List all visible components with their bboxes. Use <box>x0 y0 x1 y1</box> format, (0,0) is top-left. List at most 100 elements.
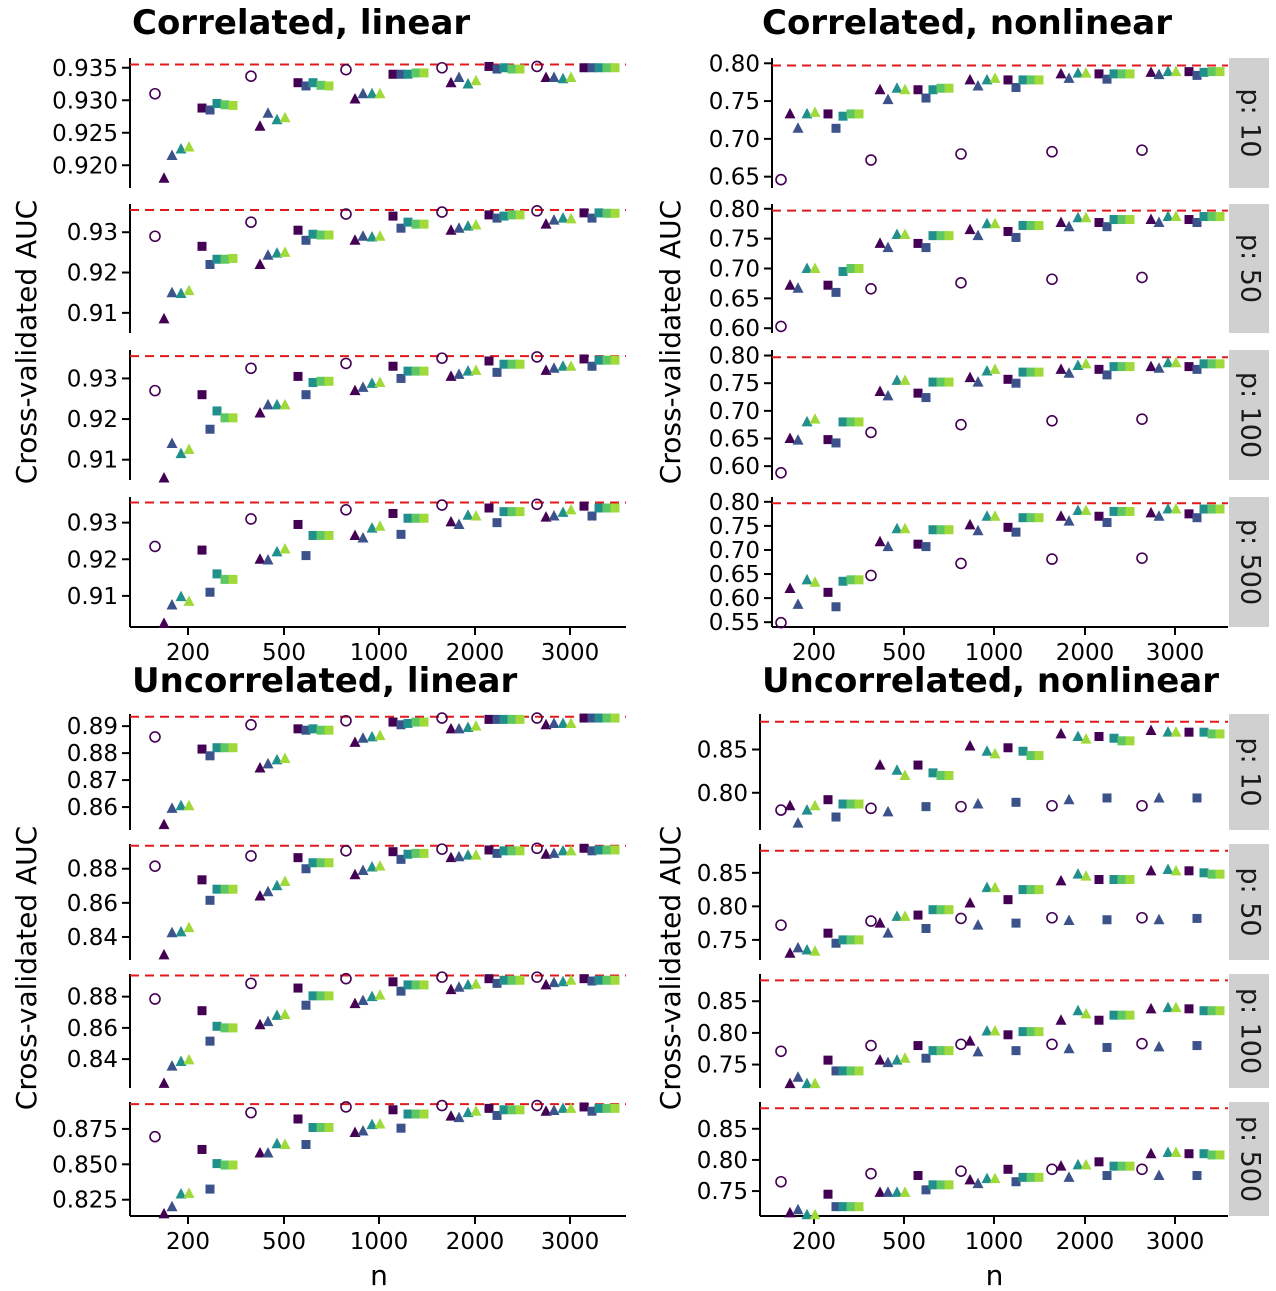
data-point-square <box>854 1066 864 1076</box>
data-point-square <box>316 80 326 90</box>
data-point-square <box>316 376 326 386</box>
data-point-square <box>1109 69 1119 79</box>
data-point-square <box>396 69 406 79</box>
data-point-triangle <box>891 910 903 921</box>
data-point-square <box>944 905 954 915</box>
data-point-square <box>1207 359 1217 369</box>
data-point-triangle <box>158 1207 170 1219</box>
data-point-triangle <box>891 228 903 239</box>
data-point-triangle <box>882 805 894 817</box>
y-tick-label: 0.75 <box>697 928 748 954</box>
data-point-square <box>921 802 931 812</box>
data-point-triangle <box>349 868 361 880</box>
data-point-square <box>1184 1004 1194 1014</box>
data-point-square <box>403 217 413 227</box>
data-point-circle <box>531 1099 543 1112</box>
data-point-triangle <box>1072 211 1084 223</box>
data-point-square <box>308 724 318 734</box>
data-point-square <box>1192 218 1202 228</box>
data-point-square <box>594 503 604 513</box>
data-point-triangle <box>964 371 976 383</box>
data-point-square <box>411 513 421 523</box>
data-point-triangle <box>792 122 804 133</box>
data-point-triangle <box>1063 1171 1075 1182</box>
data-point-square <box>610 975 620 985</box>
data-point-square <box>1003 1030 1013 1040</box>
data-point-square <box>197 1144 207 1154</box>
data-point-triangle <box>254 553 266 564</box>
data-point-triangle <box>445 76 457 88</box>
data-point-square <box>1109 215 1119 225</box>
data-point-triangle <box>792 1071 804 1082</box>
data-point-square <box>1034 751 1044 761</box>
data-point-square <box>602 713 612 723</box>
y-tick-label: 0.80 <box>709 490 760 516</box>
data-point-square <box>594 355 604 365</box>
data-point-square <box>579 974 589 984</box>
data-point-square <box>602 355 612 365</box>
data-point-circle <box>955 418 967 431</box>
data-point-triangle <box>357 532 369 543</box>
data-point-triangle <box>899 1186 911 1197</box>
data-point-triangle <box>548 510 560 521</box>
data-point-square <box>228 100 238 110</box>
data-point-triangle <box>1162 356 1174 368</box>
data-point-square <box>316 725 326 735</box>
data-point-triangle <box>874 917 886 928</box>
data-point-triangle <box>1145 724 1157 735</box>
data-point-triangle <box>1055 67 1067 79</box>
data-point-square <box>220 1023 230 1033</box>
data-point-square <box>854 264 864 273</box>
data-point-square <box>1011 378 1021 388</box>
data-point-square <box>499 846 509 856</box>
x-axis-label: n <box>986 1259 1004 1291</box>
data-point-circle <box>1136 1163 1148 1176</box>
data-point-square <box>1117 1010 1127 1020</box>
data-point-triangle <box>1072 67 1084 78</box>
data-point-triangle <box>784 107 796 119</box>
data-point-square <box>411 980 421 990</box>
data-point-triangle <box>540 718 552 730</box>
data-point-circle <box>340 972 352 985</box>
data-point-square <box>838 1066 848 1076</box>
data-point-square <box>1199 359 1209 369</box>
data-point-square <box>1094 218 1104 228</box>
data-point-triangle <box>453 71 465 82</box>
data-point-square <box>484 210 494 220</box>
facet-strip <box>1229 58 1269 188</box>
data-point-triangle <box>1080 1158 1092 1170</box>
data-point-triangle <box>792 434 804 445</box>
data-point-square <box>396 986 406 996</box>
data-point-triangle <box>1170 356 1182 368</box>
facet-strip <box>1229 204 1269 333</box>
data-point-square <box>921 1053 931 1063</box>
data-point-square <box>507 975 517 985</box>
data-point-triangle <box>540 364 552 375</box>
data-point-circle <box>865 802 877 815</box>
data-point-square <box>1018 746 1028 756</box>
data-point-square <box>205 259 215 269</box>
data-point-square <box>944 231 954 241</box>
data-point-triangle <box>540 218 552 229</box>
data-point-triangle <box>445 515 457 527</box>
data-point-square <box>411 848 421 858</box>
data-point-triangle <box>792 282 804 293</box>
x-tick-label: 500 <box>882 640 926 666</box>
data-point-square <box>220 743 230 753</box>
data-point-triangle <box>981 1172 993 1184</box>
data-point-circle <box>436 352 448 364</box>
data-point-square <box>944 1180 954 1190</box>
data-point-square <box>396 223 406 233</box>
data-point-circle <box>865 915 877 927</box>
data-point-square <box>936 905 946 915</box>
data-point-square <box>1125 506 1135 516</box>
data-point-circle <box>955 1038 967 1051</box>
data-point-square <box>823 795 833 805</box>
data-point-triangle <box>1170 726 1182 737</box>
data-point-square <box>1109 506 1119 516</box>
data-point-triangle <box>470 218 482 230</box>
data-point-square <box>831 438 841 448</box>
data-point-square <box>293 853 303 863</box>
data-point-square <box>308 991 318 1001</box>
data-point-triangle <box>809 1077 821 1089</box>
